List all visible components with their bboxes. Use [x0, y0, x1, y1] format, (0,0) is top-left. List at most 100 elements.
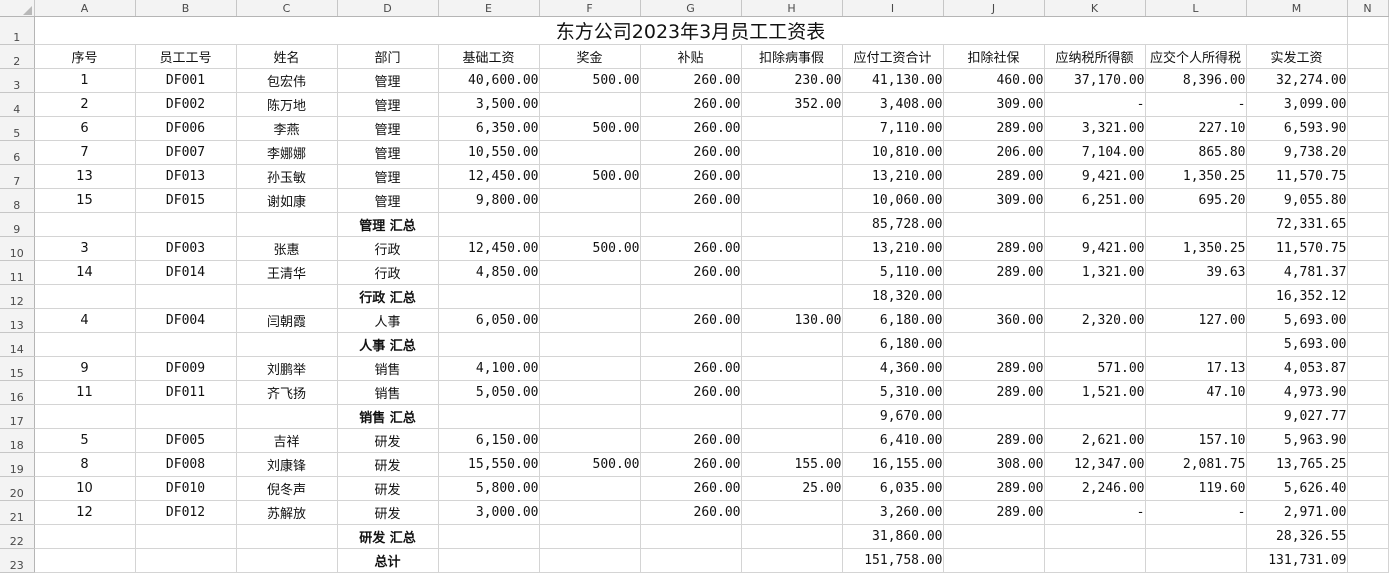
- cell-M7[interactable]: 11,570.75: [1246, 164, 1348, 189]
- header-cell-G[interactable]: 补贴: [640, 44, 742, 69]
- cell-H7[interactable]: [741, 164, 843, 189]
- cell-K19[interactable]: 12,347.00: [1044, 452, 1146, 477]
- cell-K21[interactable]: -: [1044, 500, 1146, 525]
- cell-C3[interactable]: 包宏伟: [236, 68, 338, 93]
- cell-N1[interactable]: [1347, 16, 1389, 45]
- cell-K10[interactable]: 9,421.00: [1044, 236, 1146, 261]
- cell-N6[interactable]: [1347, 140, 1389, 165]
- cell-I10[interactable]: 13,210.00: [842, 236, 944, 261]
- cell-B7[interactable]: DF013: [135, 164, 237, 189]
- cell-L4[interactable]: -: [1145, 92, 1247, 117]
- cell-G15[interactable]: 260.00: [640, 356, 742, 381]
- cell-K15[interactable]: 571.00: [1044, 356, 1146, 381]
- cell-G18[interactable]: 260.00: [640, 428, 742, 453]
- cell-N11[interactable]: [1347, 260, 1389, 285]
- cell-N8[interactable]: [1347, 188, 1389, 213]
- cell-A22[interactable]: [34, 524, 136, 549]
- cell-I21[interactable]: 3,260.00: [842, 500, 944, 525]
- cell-N12[interactable]: [1347, 284, 1389, 309]
- row-header-15[interactable]: 15: [0, 356, 35, 381]
- cell-G7[interactable]: 260.00: [640, 164, 742, 189]
- cell-H9[interactable]: [741, 212, 843, 237]
- cell-F9[interactable]: [539, 212, 641, 237]
- cell-N17[interactable]: [1347, 404, 1389, 429]
- cell-I13[interactable]: 6,180.00: [842, 308, 944, 333]
- cell-D22[interactable]: 研发 汇总: [337, 524, 439, 549]
- cell-C23[interactable]: [236, 548, 338, 573]
- cell-J7[interactable]: 289.00: [943, 164, 1045, 189]
- cell-H22[interactable]: [741, 524, 843, 549]
- cell-H10[interactable]: [741, 236, 843, 261]
- cell-K12[interactable]: [1044, 284, 1146, 309]
- cell-C14[interactable]: [236, 332, 338, 357]
- cell-M23[interactable]: 131,731.09: [1246, 548, 1348, 573]
- cell-H18[interactable]: [741, 428, 843, 453]
- cell-A17[interactable]: [34, 404, 136, 429]
- cell-L12[interactable]: [1145, 284, 1247, 309]
- cell-K23[interactable]: [1044, 548, 1146, 573]
- cell-F11[interactable]: [539, 260, 641, 285]
- cell-K14[interactable]: [1044, 332, 1146, 357]
- cell-I17[interactable]: 9,670.00: [842, 404, 944, 429]
- cell-E4[interactable]: 3,500.00: [438, 92, 540, 117]
- cell-B4[interactable]: DF002: [135, 92, 237, 117]
- cell-E6[interactable]: 10,550.00: [438, 140, 540, 165]
- cell-I18[interactable]: 6,410.00: [842, 428, 944, 453]
- row-header-2[interactable]: 2: [0, 44, 35, 69]
- cell-G4[interactable]: 260.00: [640, 92, 742, 117]
- cell-D3[interactable]: 管理: [337, 68, 439, 93]
- row-header-12[interactable]: 12: [0, 284, 35, 309]
- cell-N14[interactable]: [1347, 332, 1389, 357]
- column-header-K[interactable]: K: [1044, 0, 1146, 17]
- cell-H4[interactable]: 352.00: [741, 92, 843, 117]
- cell-J21[interactable]: 289.00: [943, 500, 1045, 525]
- row-header-11[interactable]: 11: [0, 260, 35, 285]
- cell-G8[interactable]: 260.00: [640, 188, 742, 213]
- cell-A12[interactable]: [34, 284, 136, 309]
- cell-H19[interactable]: 155.00: [741, 452, 843, 477]
- cell-G11[interactable]: 260.00: [640, 260, 742, 285]
- cell-D10[interactable]: 行政: [337, 236, 439, 261]
- cell-F22[interactable]: [539, 524, 641, 549]
- cell-N5[interactable]: [1347, 116, 1389, 141]
- cell-G23[interactable]: [640, 548, 742, 573]
- cell-C10[interactable]: 张惠: [236, 236, 338, 261]
- cell-B14[interactable]: [135, 332, 237, 357]
- cell-B12[interactable]: [135, 284, 237, 309]
- cell-D8[interactable]: 管理: [337, 188, 439, 213]
- cell-J8[interactable]: 309.00: [943, 188, 1045, 213]
- cell-C12[interactable]: [236, 284, 338, 309]
- cell-B3[interactable]: DF001: [135, 68, 237, 93]
- cell-C18[interactable]: 吉祥: [236, 428, 338, 453]
- row-header-4[interactable]: 4: [0, 92, 35, 117]
- cell-D13[interactable]: 人事: [337, 308, 439, 333]
- cell-A18[interactable]: 5: [34, 428, 136, 453]
- cell-C19[interactable]: 刘康锋: [236, 452, 338, 477]
- cell-F8[interactable]: [539, 188, 641, 213]
- cell-H15[interactable]: [741, 356, 843, 381]
- cell-L6[interactable]: 865.80: [1145, 140, 1247, 165]
- cell-A3[interactable]: 1: [34, 68, 136, 93]
- cell-N13[interactable]: [1347, 308, 1389, 333]
- cell-B17[interactable]: [135, 404, 237, 429]
- cell-N7[interactable]: [1347, 164, 1389, 189]
- cell-J4[interactable]: 309.00: [943, 92, 1045, 117]
- cell-D7[interactable]: 管理: [337, 164, 439, 189]
- row-header-13[interactable]: 13: [0, 308, 35, 333]
- cell-L22[interactable]: [1145, 524, 1247, 549]
- cell-F10[interactable]: 500.00: [539, 236, 641, 261]
- cell-J6[interactable]: 206.00: [943, 140, 1045, 165]
- column-header-M[interactable]: M: [1246, 0, 1348, 17]
- cell-C22[interactable]: [236, 524, 338, 549]
- cell-N10[interactable]: [1347, 236, 1389, 261]
- cell-F23[interactable]: [539, 548, 641, 573]
- cell-M18[interactable]: 5,963.90: [1246, 428, 1348, 453]
- row-header-23[interactable]: 23: [0, 548, 35, 573]
- cell-L5[interactable]: 227.10: [1145, 116, 1247, 141]
- cell-L21[interactable]: -: [1145, 500, 1247, 525]
- cell-E12[interactable]: [438, 284, 540, 309]
- cell-E22[interactable]: [438, 524, 540, 549]
- cell-K8[interactable]: 6,251.00: [1044, 188, 1146, 213]
- cell-A16[interactable]: 11: [34, 380, 136, 405]
- cell-E15[interactable]: 4,100.00: [438, 356, 540, 381]
